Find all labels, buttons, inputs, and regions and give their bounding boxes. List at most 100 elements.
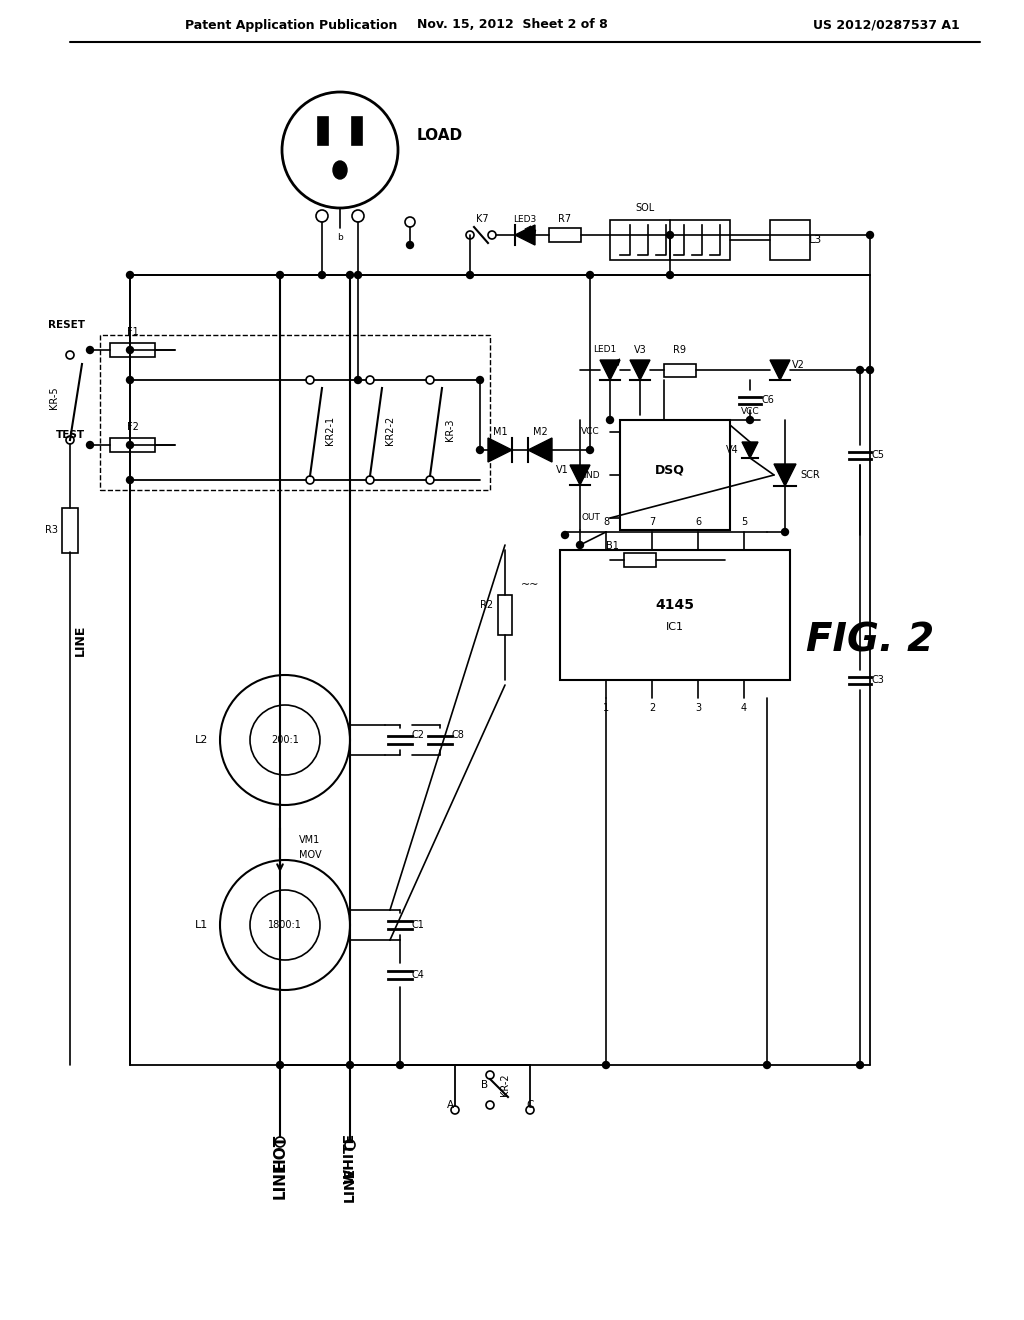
Text: V2: V2 [792, 360, 805, 370]
Text: C4: C4 [412, 970, 424, 979]
Circle shape [396, 1061, 403, 1068]
Text: B: B [481, 1080, 488, 1090]
Circle shape [667, 272, 674, 279]
Bar [352, 117, 362, 145]
Text: IC1: IC1 [666, 622, 684, 632]
Polygon shape [770, 360, 790, 380]
Text: B1: B1 [605, 541, 618, 550]
Text: LINE: LINE [343, 1167, 357, 1201]
Text: V4: V4 [726, 445, 738, 455]
Text: 4145: 4145 [655, 598, 694, 612]
Text: LINE: LINE [272, 1160, 288, 1199]
Circle shape [587, 446, 594, 454]
Text: M1: M1 [493, 426, 507, 437]
Text: KR-2: KR-2 [500, 1073, 510, 1097]
Circle shape [276, 272, 284, 279]
Text: R2: R2 [480, 601, 494, 610]
Circle shape [86, 346, 93, 354]
Text: HOT: HOT [272, 1134, 288, 1170]
Text: LOAD: LOAD [417, 128, 463, 143]
Circle shape [86, 441, 93, 449]
Text: KR2-2: KR2-2 [385, 416, 395, 445]
Text: 4: 4 [741, 704, 748, 713]
Text: MOV: MOV [299, 850, 322, 861]
Ellipse shape [250, 705, 319, 775]
Text: GND: GND [580, 470, 600, 479]
Text: R7: R7 [558, 214, 571, 224]
Circle shape [856, 367, 863, 374]
Ellipse shape [333, 161, 347, 180]
Text: LED3: LED3 [513, 214, 537, 223]
Circle shape [561, 532, 568, 539]
Circle shape [476, 446, 483, 454]
Text: R9: R9 [674, 345, 686, 355]
Circle shape [866, 231, 873, 239]
Circle shape [127, 441, 133, 449]
Polygon shape [570, 465, 590, 484]
Text: C8: C8 [452, 730, 465, 741]
Text: 1: 1 [603, 704, 609, 713]
Text: Patent Application Publication: Patent Application Publication [185, 18, 397, 32]
Circle shape [746, 417, 754, 424]
Text: ~~: ~~ [521, 579, 540, 590]
Text: VCC: VCC [740, 408, 760, 417]
Polygon shape [488, 438, 512, 462]
Polygon shape [600, 360, 620, 380]
Text: L2: L2 [196, 735, 209, 744]
Circle shape [587, 272, 594, 279]
Text: F1: F1 [127, 327, 138, 337]
Text: VCC: VCC [582, 428, 600, 437]
Text: F2: F2 [127, 422, 138, 432]
Text: TEST: TEST [56, 430, 85, 440]
Text: C: C [526, 1100, 534, 1110]
Text: 1800:1: 1800:1 [268, 920, 302, 931]
Circle shape [354, 272, 361, 279]
Bar [100, 335, 490, 490]
Text: L1: L1 [196, 920, 209, 931]
Polygon shape [742, 442, 758, 458]
Text: FIG. 2: FIG. 2 [806, 620, 934, 659]
Text: KR2-1: KR2-1 [325, 416, 335, 445]
Text: C2: C2 [412, 730, 425, 741]
Polygon shape [528, 438, 552, 462]
Ellipse shape [250, 890, 319, 960]
Text: 2: 2 [649, 704, 655, 713]
Polygon shape [774, 465, 796, 486]
Polygon shape [630, 360, 650, 380]
Text: A: A [446, 1100, 454, 1110]
Text: V3: V3 [634, 345, 646, 355]
Circle shape [577, 541, 584, 549]
Bar [770, 220, 810, 260]
Circle shape [467, 272, 473, 279]
Bar [610, 220, 730, 260]
Bar [664, 363, 696, 376]
Bar [560, 550, 790, 680]
Text: SCR: SCR [800, 470, 820, 480]
Text: 7: 7 [649, 517, 655, 527]
Bar [620, 420, 730, 531]
Bar [549, 228, 581, 242]
Text: LINE: LINE [74, 624, 86, 656]
Circle shape [866, 367, 873, 374]
Text: OUT: OUT [582, 513, 600, 523]
Circle shape [781, 528, 788, 536]
Bar [624, 553, 656, 568]
Text: VM1: VM1 [299, 836, 321, 845]
Circle shape [346, 1061, 353, 1068]
Text: Nov. 15, 2012  Sheet 2 of 8: Nov. 15, 2012 Sheet 2 of 8 [417, 18, 607, 32]
Circle shape [667, 231, 674, 239]
Text: US 2012/0287537 A1: US 2012/0287537 A1 [813, 18, 961, 32]
Bar [498, 595, 512, 635]
Text: C6: C6 [762, 395, 774, 405]
Text: R3: R3 [45, 525, 58, 535]
Text: 3: 3 [695, 704, 701, 713]
Circle shape [764, 1061, 770, 1068]
Circle shape [602, 1061, 609, 1068]
Text: RESET: RESET [48, 319, 85, 330]
Text: 8: 8 [603, 517, 609, 527]
Circle shape [127, 272, 133, 279]
Text: LED1: LED1 [593, 346, 616, 355]
Text: C1: C1 [412, 920, 424, 931]
Bar [110, 438, 155, 451]
Circle shape [127, 376, 133, 384]
